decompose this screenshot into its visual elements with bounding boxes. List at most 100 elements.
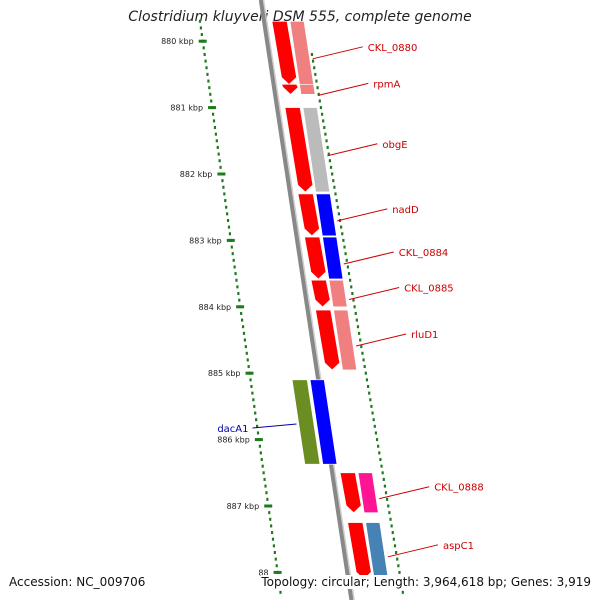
ruler-dot bbox=[335, 199, 338, 203]
ruler-dot bbox=[260, 458, 263, 462]
ruler-tick-label: 880 kbp bbox=[161, 37, 194, 46]
ruler-dot bbox=[391, 531, 394, 535]
ruler-tick-label: 886 kbp bbox=[217, 436, 250, 445]
ruler-dot bbox=[359, 338, 362, 342]
ruler-dot bbox=[362, 358, 365, 362]
ruler-dot bbox=[217, 152, 220, 156]
ruler-dot bbox=[374, 431, 378, 435]
ruler-dot bbox=[253, 404, 256, 408]
ruler-dot bbox=[355, 318, 358, 322]
ruler-dot bbox=[258, 444, 261, 448]
ruler-dot bbox=[205, 66, 208, 70]
ruler-dot bbox=[218, 159, 221, 163]
ruler-dot bbox=[314, 72, 317, 76]
ruler-dot bbox=[360, 345, 363, 349]
ruler-dot bbox=[353, 305, 356, 309]
ruler-dot bbox=[310, 52, 314, 56]
ruler-dot bbox=[272, 544, 276, 548]
ruler-dot bbox=[243, 338, 247, 342]
ruler-dot bbox=[241, 318, 244, 322]
ruler-dot bbox=[387, 504, 390, 508]
ruler-dot bbox=[268, 511, 271, 515]
ruler-major-tick bbox=[217, 172, 226, 176]
gene-leader-line bbox=[318, 82, 369, 96]
ruler-dot bbox=[372, 418, 375, 422]
ruler-dot bbox=[236, 285, 239, 289]
ruler-dot bbox=[245, 351, 248, 355]
gene-cds-arrow bbox=[310, 279, 331, 308]
ruler-dot bbox=[255, 424, 259, 428]
ruler-dot bbox=[274, 557, 277, 561]
backbone-shadow bbox=[262, 0, 355, 600]
ruler-dot bbox=[261, 464, 264, 468]
ruler-dot bbox=[214, 132, 217, 136]
ruler-dot bbox=[270, 524, 273, 528]
gene-leader-line bbox=[387, 544, 439, 558]
genome-summary-text: Topology: circular; Length: 3,964,618 bp… bbox=[261, 575, 591, 589]
ruler-dot bbox=[226, 212, 229, 216]
ruler-dot bbox=[331, 172, 334, 176]
gene-leader-line bbox=[348, 287, 400, 301]
ruler-tick-label: 885 kbp bbox=[208, 369, 241, 378]
ruler-dot bbox=[398, 570, 401, 574]
gene-feature-block bbox=[357, 472, 379, 513]
ruler-dot bbox=[209, 92, 212, 96]
ruler-dot bbox=[340, 225, 343, 229]
ruler-tick-label: 882 kbp bbox=[180, 170, 213, 179]
gene-labels: CKL_0880 rpmA obgE nadD CKL_0884 CKL_0885 rluD… bbox=[217, 43, 484, 558]
ruler-dot bbox=[224, 199, 227, 203]
ruler-dot bbox=[237, 292, 240, 296]
gene-leader-line bbox=[379, 486, 430, 500]
gene-leader-line bbox=[337, 208, 388, 222]
ruler-major-tick bbox=[198, 39, 207, 43]
ruler-dot bbox=[200, 33, 203, 37]
ruler-dot bbox=[212, 119, 216, 123]
ruler-dot bbox=[254, 411, 257, 415]
ruler-dot bbox=[221, 179, 224, 183]
ruler-dot bbox=[208, 86, 211, 90]
ruler-dot bbox=[351, 292, 354, 296]
ruler-dot bbox=[279, 590, 282, 594]
ruler-dot bbox=[316, 86, 319, 90]
ruler-major-tick bbox=[254, 438, 263, 442]
ruler-major-tick bbox=[245, 371, 254, 375]
ruler-dot bbox=[256, 431, 260, 435]
ruler-dot bbox=[349, 278, 352, 282]
ruler-dot bbox=[342, 238, 345, 242]
ruler-dot bbox=[352, 298, 355, 302]
ruler-dot bbox=[219, 165, 222, 169]
ruler-dot bbox=[235, 278, 238, 282]
ruler-dot bbox=[252, 398, 255, 402]
gene-feature-block bbox=[333, 309, 357, 371]
ruler-dot bbox=[263, 477, 266, 481]
ruler-dot bbox=[329, 165, 333, 169]
ruler-dot bbox=[377, 444, 380, 448]
gene-cds-arrow bbox=[339, 472, 362, 514]
ruler-dot bbox=[357, 331, 361, 335]
ruler-major-tick bbox=[236, 305, 245, 309]
gene-cds-block bbox=[291, 379, 321, 465]
ruler-dot bbox=[345, 258, 348, 262]
gene-cds-arrow bbox=[315, 309, 340, 371]
gene-leader-line bbox=[252, 423, 297, 429]
ruler-dot bbox=[370, 404, 373, 408]
ruler-dot bbox=[240, 311, 243, 315]
gene-feature-block bbox=[328, 279, 348, 308]
gene-cds-arrow bbox=[304, 236, 327, 280]
ruler-dot bbox=[315, 79, 318, 83]
ruler-dot bbox=[216, 145, 219, 149]
map-title: Clostridium kluyveri DSM 555, complete g… bbox=[128, 9, 472, 25]
ruler-dot bbox=[396, 557, 399, 561]
ruler-dot bbox=[226, 218, 230, 222]
gene-cds-arrow bbox=[297, 193, 320, 237]
ruler-dot bbox=[264, 484, 267, 488]
gene-feature-block bbox=[299, 84, 316, 95]
gene-label: rpmA bbox=[373, 79, 400, 90]
ruler-dot bbox=[320, 112, 324, 116]
ruler-dot bbox=[225, 205, 228, 209]
ruler-dot bbox=[389, 517, 392, 521]
ruler-dot bbox=[325, 139, 328, 143]
ruler-dot bbox=[383, 484, 386, 488]
ruler-dot bbox=[337, 212, 340, 216]
